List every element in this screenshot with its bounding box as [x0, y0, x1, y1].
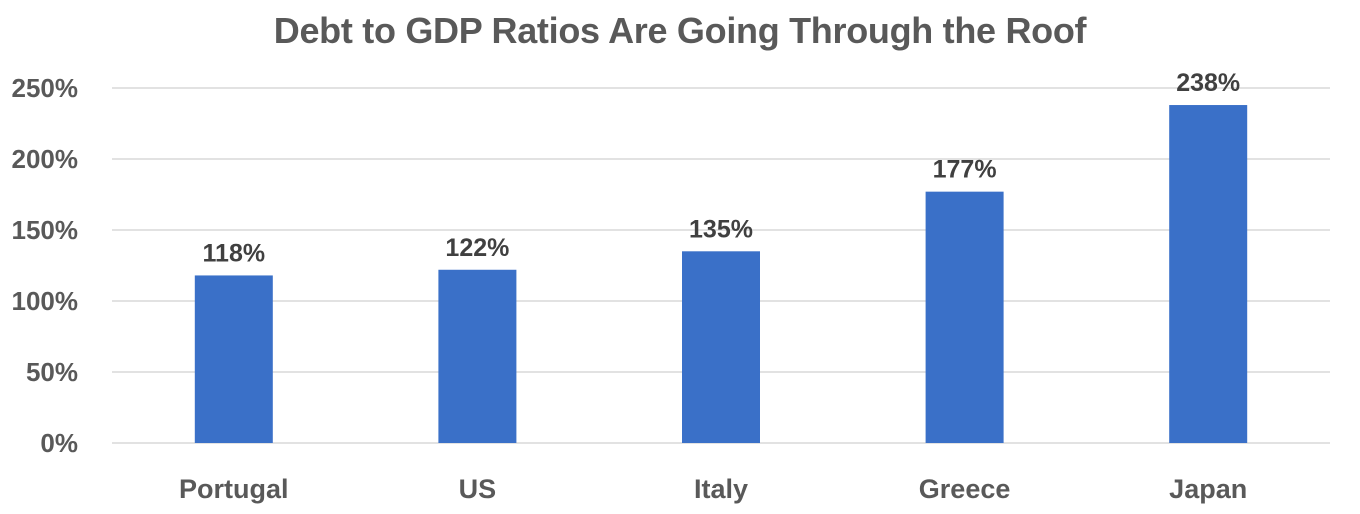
- x-category-label-japan: Japan: [1169, 474, 1247, 504]
- y-tick-label: 100%: [12, 286, 79, 316]
- y-tick-label: 250%: [12, 73, 79, 103]
- y-tick-label: 0%: [40, 428, 78, 458]
- y-tick-label: 200%: [12, 144, 79, 174]
- bars: [194, 105, 1248, 443]
- data-labels: 118% 122% 135% 177% 238%: [203, 69, 1241, 267]
- y-tick-label: 150%: [12, 215, 79, 245]
- x-category-label-us: US: [459, 474, 497, 504]
- x-axis-category-labels: Portugal US Italy Greece Japan: [179, 474, 1247, 504]
- data-label-greece: 177%: [933, 156, 997, 184]
- bar-italy: [682, 251, 760, 443]
- x-category-label-portugal: Portugal: [179, 474, 289, 504]
- chart-title: Debt to GDP Ratios Are Going Through the…: [273, 10, 1087, 51]
- y-axis-tick-labels: 0% 50% 100% 150% 200% 250%: [12, 73, 79, 458]
- data-label-japan: 238%: [1176, 69, 1240, 97]
- bar-greece: [925, 191, 1004, 443]
- bar-portugal: [194, 275, 273, 443]
- data-label-italy: 135%: [689, 215, 753, 243]
- bar-japan: [1169, 105, 1248, 443]
- x-category-label-greece: Greece: [919, 474, 1011, 504]
- bar-us: [438, 269, 517, 443]
- data-label-portugal: 118%: [203, 239, 266, 267]
- y-tick-label: 50%: [26, 357, 78, 387]
- x-category-label-italy: Italy: [694, 474, 748, 504]
- data-label-us: 122%: [445, 234, 509, 262]
